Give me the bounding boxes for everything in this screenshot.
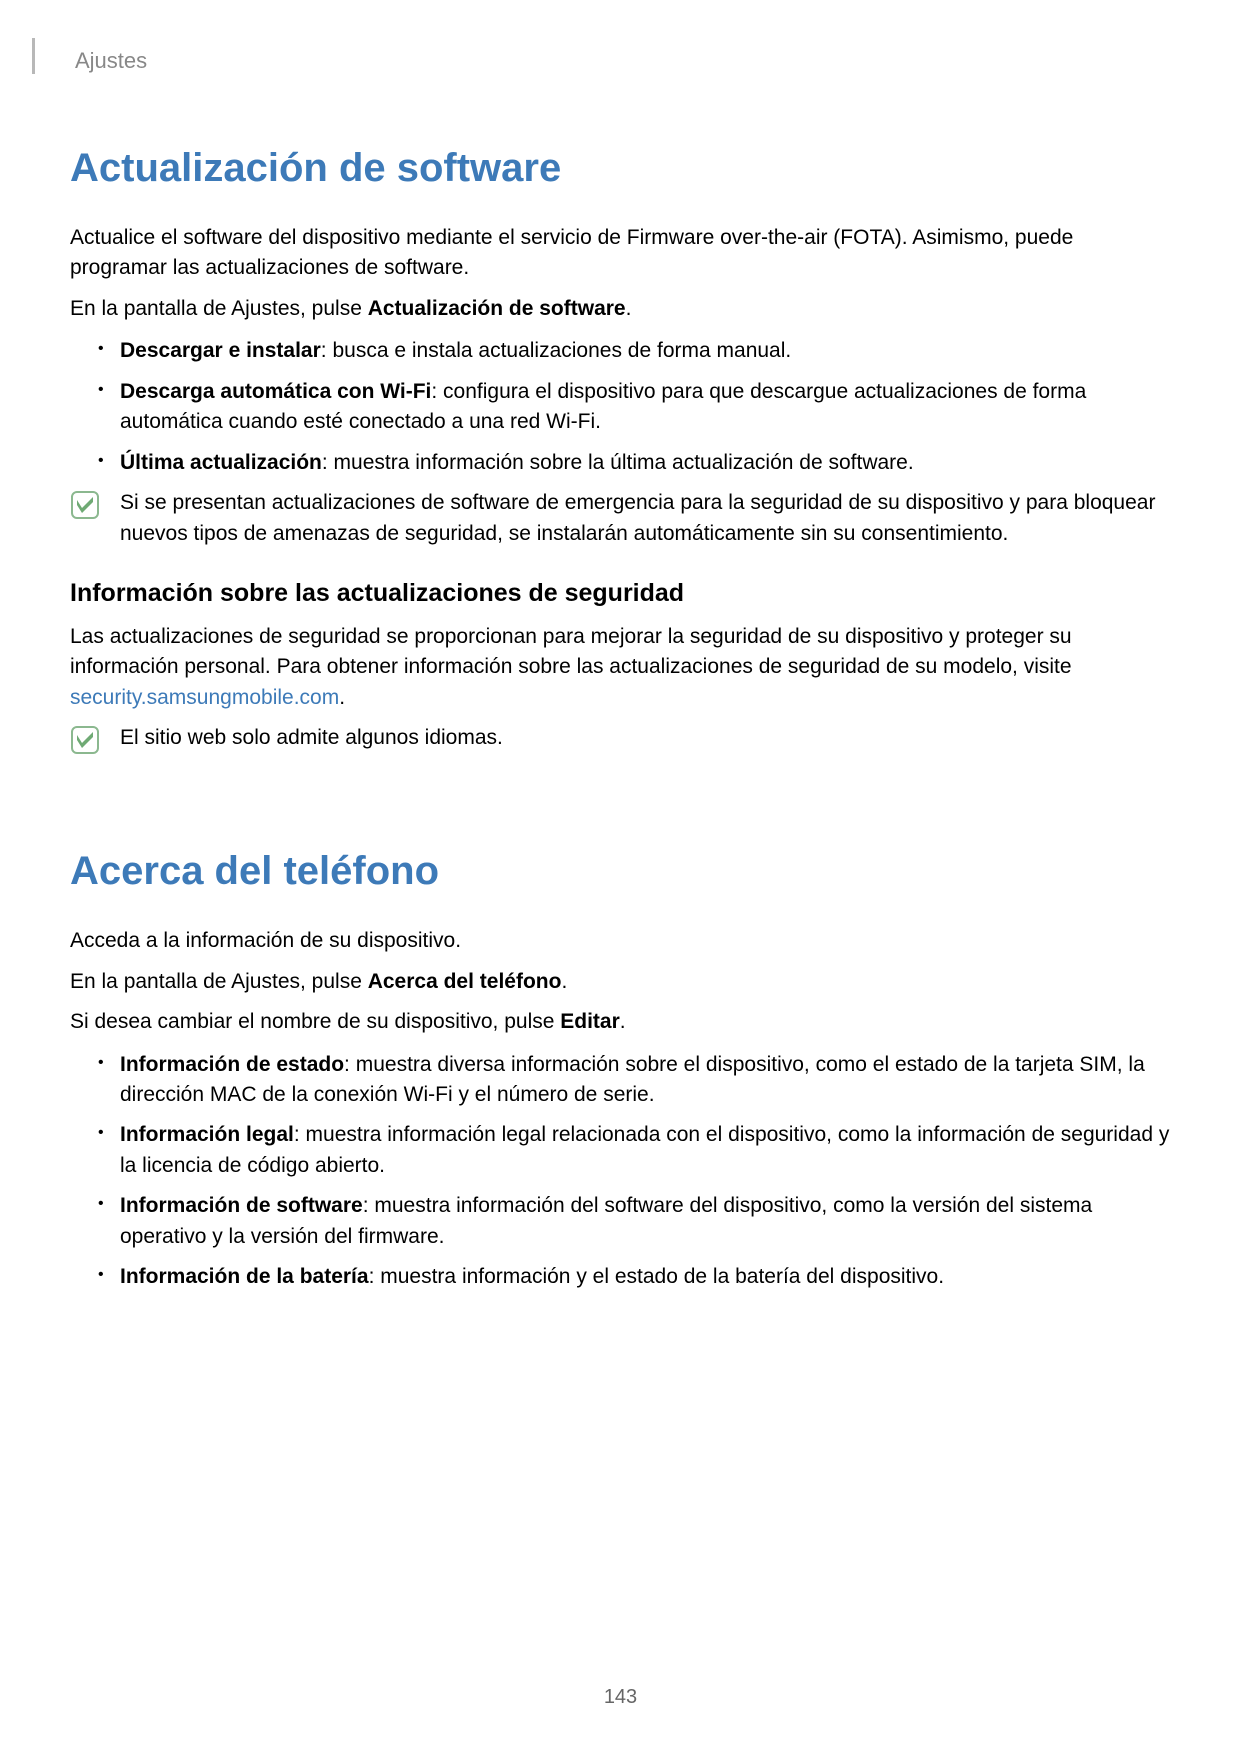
security-link[interactable]: security.samsungmobile.com bbox=[70, 686, 339, 709]
bullet-bold: Descargar e instalar bbox=[120, 339, 321, 362]
list-item: Información legal: muestra información l… bbox=[120, 1120, 1171, 1181]
list-item: Última actualización: muestra informació… bbox=[120, 448, 1171, 478]
bullet-bold: Información de estado bbox=[120, 1053, 344, 1076]
para-intro-2-post: . bbox=[626, 297, 632, 320]
para-sub-1: Las actualizaciones de seguridad se prop… bbox=[70, 622, 1171, 713]
s2-intro3-post: . bbox=[620, 1010, 626, 1033]
para-intro-2: En la pantalla de Ajustes, pulse Actuali… bbox=[70, 294, 1171, 324]
page-number: 143 bbox=[0, 1686, 1241, 1709]
bullet-list-1: Descargar e instalar: busca e instala ac… bbox=[70, 336, 1171, 478]
breadcrumb: Ajustes bbox=[75, 48, 147, 74]
list-item: Descarga automática con Wi-Fi: configura… bbox=[120, 377, 1171, 438]
para-sub-pre: Las actualizaciones de seguridad se prop… bbox=[70, 625, 1072, 678]
s2-intro2-pre: En la pantalla de Ajustes, pulse bbox=[70, 970, 368, 993]
note-block-2: El sitio web solo admite algunos idiomas… bbox=[70, 723, 1171, 755]
note-text-1: Si se presentan actualizaciones de softw… bbox=[120, 488, 1171, 549]
s2-intro2-post: . bbox=[561, 970, 567, 993]
note-icon bbox=[70, 490, 100, 520]
para-intro-2-pre: En la pantalla de Ajustes, pulse bbox=[70, 297, 368, 320]
list-item: Información de estado: muestra diversa i… bbox=[120, 1050, 1171, 1111]
list-item: Información de la batería: muestra infor… bbox=[120, 1262, 1171, 1292]
breadcrumb-bar: Ajustes bbox=[32, 38, 1171, 74]
subsection-security-info: Información sobre las actualizaciones de… bbox=[70, 579, 1171, 608]
bullet-rest: : busca e instala actualizaciones de for… bbox=[321, 339, 791, 362]
para-intro-1: Actualice el software del dispositivo me… bbox=[70, 223, 1171, 284]
bullet-bold: Información legal bbox=[120, 1123, 294, 1146]
s2-intro2-bold: Acerca del teléfono bbox=[368, 970, 562, 993]
para-s2-intro3: Si desea cambiar el nombre de su disposi… bbox=[70, 1007, 1171, 1037]
bullet-bold: Descarga automática con Wi-Fi bbox=[120, 380, 431, 403]
para-sub-post: . bbox=[339, 686, 345, 709]
section-title-about-phone: Acerca del teléfono bbox=[70, 849, 1171, 894]
bullet-rest: : muestra información sobre la última ac… bbox=[322, 451, 914, 474]
list-item: Información de software: muestra informa… bbox=[120, 1191, 1171, 1252]
section-title-software-update: Actualización de software bbox=[70, 146, 1171, 191]
note-text-2: El sitio web solo admite algunos idiomas… bbox=[120, 723, 503, 753]
s2-intro3-pre: Si desea cambiar el nombre de su disposi… bbox=[70, 1010, 560, 1033]
bullet-bold: Información de la batería bbox=[120, 1265, 369, 1288]
bullet-bold: Información de software bbox=[120, 1194, 363, 1217]
bullet-list-2: Información de estado: muestra diversa i… bbox=[70, 1050, 1171, 1293]
note-icon bbox=[70, 725, 100, 755]
s2-intro3-bold: Editar bbox=[560, 1010, 620, 1033]
bullet-rest: : muestra información y el estado de la … bbox=[369, 1265, 944, 1288]
para-intro-2-bold: Actualización de software bbox=[368, 297, 626, 320]
bullet-bold: Última actualización bbox=[120, 451, 322, 474]
note-block-1: Si se presentan actualizaciones de softw… bbox=[70, 488, 1171, 549]
para-s2-intro1: Acceda a la información de su dispositiv… bbox=[70, 926, 1171, 956]
list-item: Descargar e instalar: busca e instala ac… bbox=[120, 336, 1171, 366]
para-s2-intro2: En la pantalla de Ajustes, pulse Acerca … bbox=[70, 967, 1171, 997]
